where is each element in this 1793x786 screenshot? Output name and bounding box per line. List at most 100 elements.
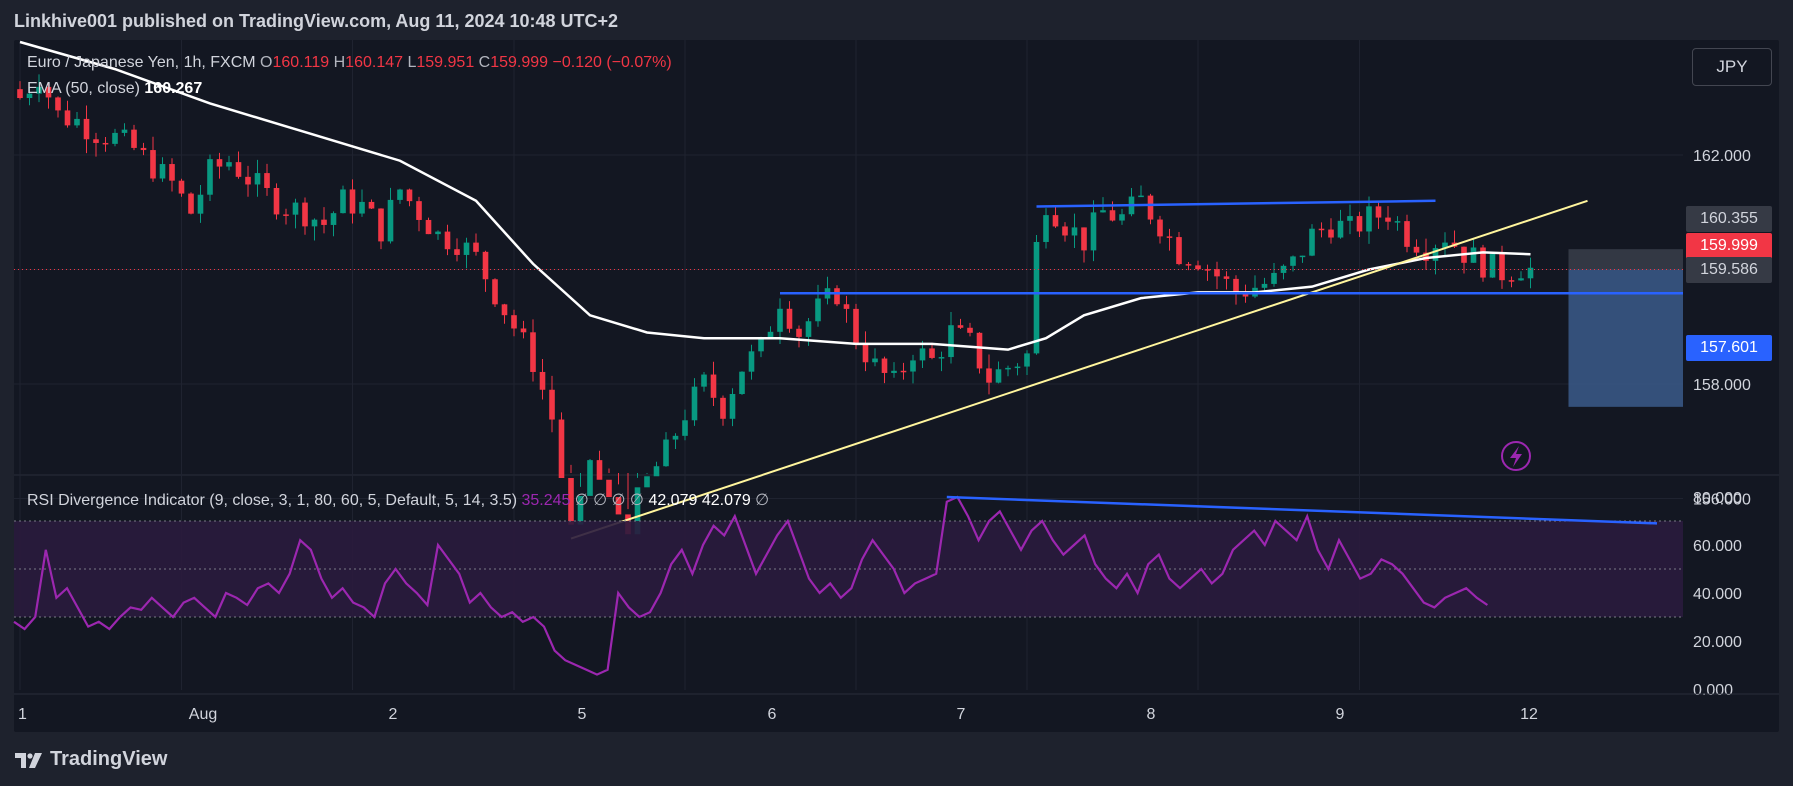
candle-body xyxy=(1204,269,1211,271)
candle-body xyxy=(83,118,90,140)
candle-body xyxy=(1328,229,1334,238)
ema-label[interactable]: EMA (50, close) xyxy=(27,80,140,97)
candle-body xyxy=(74,118,80,126)
candle-body xyxy=(302,202,308,227)
candle-body xyxy=(710,374,717,398)
candle-body xyxy=(957,325,964,328)
candle-body xyxy=(805,321,812,337)
candle-body xyxy=(1071,227,1078,236)
price-axis-label: 162.000 xyxy=(1693,148,1751,165)
candle-body xyxy=(454,249,460,255)
candle-body xyxy=(1157,219,1163,237)
candle-body xyxy=(777,308,783,332)
publisher-caption: Linkhive001 published on TradingView.com… xyxy=(14,11,619,31)
candle-body xyxy=(425,219,432,235)
ascending-trendline xyxy=(570,199,1588,540)
resistance-line xyxy=(1036,199,1436,208)
candle-body xyxy=(378,208,384,242)
candle-body xyxy=(1024,353,1030,367)
candle-body xyxy=(321,219,327,225)
rsi-null-value-2: ∅ xyxy=(755,492,770,509)
candle-body xyxy=(482,251,489,280)
rsi-legend: RSI Divergence Indicator (9, close, 3, 1… xyxy=(27,490,769,510)
candle-body xyxy=(758,338,764,352)
rsi-value-2: 42.079 xyxy=(648,492,698,509)
rsi-axis-label: 60.000 xyxy=(1693,538,1742,555)
candle-body xyxy=(406,189,413,202)
candle-body xyxy=(1062,226,1068,236)
candle-body xyxy=(1242,293,1249,297)
symbol-name[interactable]: Euro / Japanese Yen, 1h, FXCM xyxy=(27,54,256,71)
open-label: O xyxy=(260,54,273,71)
position-target-zone xyxy=(1568,249,1683,270)
candle-body xyxy=(1337,220,1344,238)
change-value: −0.120 (−0.07%) xyxy=(552,54,672,71)
time-axis-label: Aug xyxy=(189,706,217,723)
tradingview-brand[interactable]: TradingView xyxy=(14,748,167,771)
candle-body xyxy=(1271,272,1277,284)
candle-body xyxy=(881,358,888,373)
candle-body xyxy=(568,478,574,525)
candle-body xyxy=(834,288,840,305)
candle-body xyxy=(140,147,147,151)
candle-body xyxy=(226,162,232,167)
close-value: 159.999 xyxy=(490,54,549,71)
candle-body xyxy=(587,460,593,496)
tradingview-logo-icon xyxy=(15,752,42,768)
candle-body xyxy=(1423,252,1429,261)
candle-body xyxy=(1470,247,1477,263)
candle-body xyxy=(1527,267,1534,279)
candle-body xyxy=(349,189,356,214)
candle-body xyxy=(150,150,156,179)
rsi-value: 35.245 xyxy=(521,492,571,509)
candle-body xyxy=(1176,237,1182,265)
candle-body xyxy=(292,202,299,215)
close-label: C xyxy=(478,54,491,71)
rsi-line xyxy=(13,495,1489,676)
time-axis-label: 12 xyxy=(1520,706,1538,723)
candle-body xyxy=(1223,276,1230,279)
brand-name: TradingView xyxy=(50,748,168,770)
candle-body xyxy=(815,298,821,322)
price-axis-label: 156.000 xyxy=(1693,492,1751,509)
candle-body xyxy=(1356,216,1363,232)
candle-body xyxy=(853,308,859,345)
candle-body xyxy=(492,279,498,305)
candle-body xyxy=(1109,210,1116,221)
candle-body xyxy=(1432,248,1439,261)
time-axis-label: 7 xyxy=(957,706,966,723)
price-tag: 159.999 xyxy=(1686,233,1772,259)
lightning-icon xyxy=(1501,441,1531,471)
candle-body xyxy=(1233,278,1239,294)
candle-body xyxy=(112,132,118,144)
candle-body xyxy=(1014,366,1021,369)
candle-body xyxy=(929,348,935,358)
price-axis-label: 158.000 xyxy=(1693,377,1751,394)
ema-line xyxy=(19,40,1531,351)
candle-body xyxy=(463,242,470,255)
candle-body xyxy=(197,194,204,214)
candle-body xyxy=(577,495,584,525)
rsi-null-values: ∅ ∅ ∅ ∅ xyxy=(574,492,644,509)
candle-body xyxy=(748,351,755,372)
candle-body xyxy=(1214,269,1220,277)
candle-body xyxy=(1280,265,1287,273)
candle-body xyxy=(995,369,1002,383)
lightning-icon-bolt xyxy=(1510,446,1522,467)
currency-button[interactable]: JPY xyxy=(1692,48,1772,86)
candle-body xyxy=(653,466,660,477)
candle-body xyxy=(55,97,61,111)
candle-body xyxy=(1005,367,1011,370)
candle-body xyxy=(767,331,774,339)
candle-body xyxy=(862,344,869,363)
candle-body xyxy=(368,201,375,209)
candle-body xyxy=(1489,253,1496,278)
candle-body xyxy=(739,371,745,395)
open-value: 160.119 xyxy=(272,54,330,71)
candle-body xyxy=(644,476,650,488)
high-label: H xyxy=(333,54,346,71)
candle-body xyxy=(340,189,346,214)
rsi-label[interactable]: RSI Divergence Indicator (9, close, 3, 1… xyxy=(27,492,518,509)
candle-body xyxy=(1518,278,1524,281)
